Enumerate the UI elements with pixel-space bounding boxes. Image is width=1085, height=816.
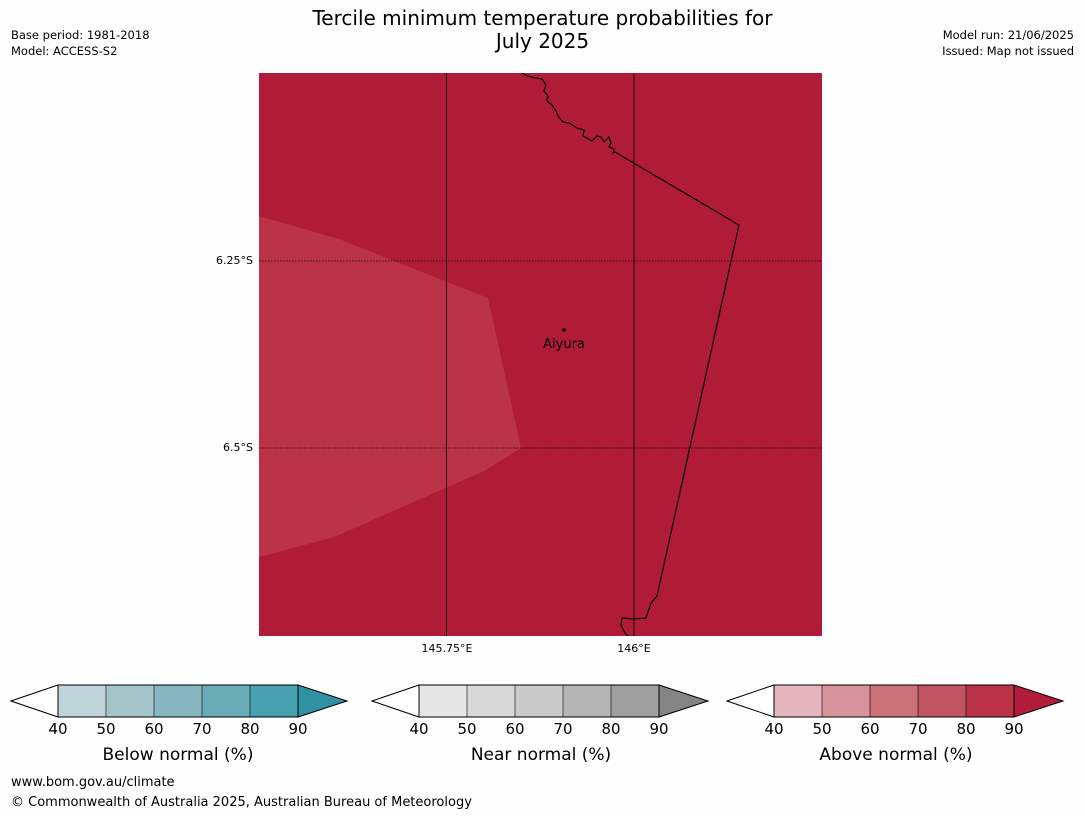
below-tick-60: 60 [144,720,164,738]
below-tick-50: 50 [96,720,116,738]
border-line [520,73,740,636]
near-tick-60: 60 [505,720,525,738]
colorbar-below-normal [10,684,349,718]
near-tick-70: 70 [553,720,573,738]
map-area[interactable] [259,73,822,636]
colorbar-near-normal [371,684,710,718]
below-tick-40: 40 [48,720,68,738]
near-tick-50: 50 [457,720,477,738]
model-run: Model run: 21/06/2025 [942,28,1074,42]
lon-label-146: 146°E [617,642,651,655]
footer-copyright: © Commonwealth of Australia 2025, Austra… [11,795,472,810]
near-tick-40: 40 [409,720,429,738]
near-tick-90: 90 [649,720,669,738]
map-title: Tercile minimum temperature probabilitie… [0,7,1085,53]
below-tick-70: 70 [192,720,212,738]
model-name: Model: ACCESS-S2 [11,44,118,58]
colorbar-above-normal [726,684,1065,718]
below-tick-80: 80 [240,720,260,738]
lat-label-6-25: 6.25°S [216,254,253,267]
title-line-1: Tercile minimum temperature probabilitie… [312,6,773,30]
above-tick-80: 80 [956,720,976,738]
lon-label-145-75: 145.75°E [421,642,473,655]
near-tick-80: 80 [601,720,621,738]
above-normal-label: Above normal (%) [819,745,973,765]
issued-status: Issued: Map not issued [942,44,1074,58]
lighter-probability-region [259,216,521,557]
map-svg [259,73,822,636]
meta-right: Model run: 21/06/2025 Issued: Map not is… [942,27,1074,59]
meta-left: Base period: 1981-2018 Model: ACCESS-S2 [11,27,150,59]
base-period: Base period: 1981-2018 [11,28,150,42]
above-tick-90: 90 [1004,720,1024,738]
title-line-2: July 2025 [495,29,590,53]
below-tick-90: 90 [288,720,308,738]
above-tick-50: 50 [812,720,832,738]
above-tick-60: 60 [860,720,880,738]
above-tick-40: 40 [764,720,784,738]
below-normal-label: Below normal (%) [102,745,254,765]
above-tick-70: 70 [908,720,928,738]
lat-label-6-5: 6.5°S [223,441,253,454]
near-normal-label: Near normal (%) [470,745,612,765]
city-label: Aiyura [543,337,585,352]
city-marker [562,328,566,332]
footer-url[interactable]: www.bom.gov.au/climate [11,775,175,790]
